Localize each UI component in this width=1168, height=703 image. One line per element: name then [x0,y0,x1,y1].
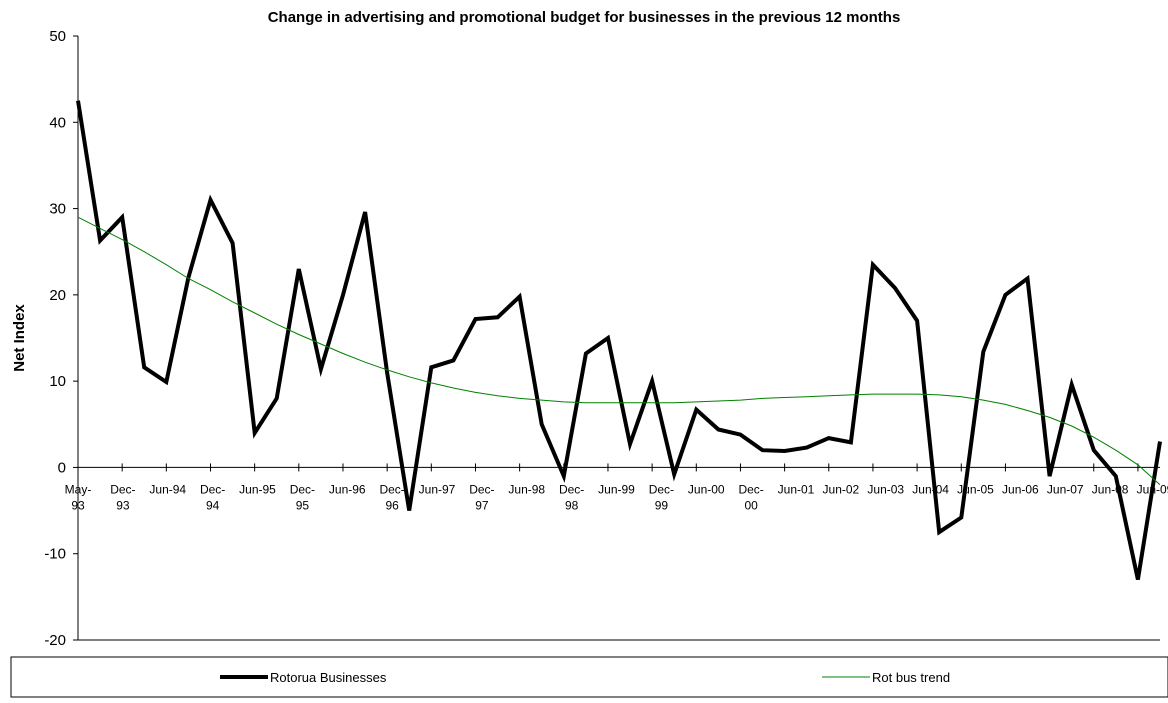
legend: Rotorua Businesses Rot bus trend [10,656,1168,698]
x-tick-label: Dec- [200,482,225,496]
x-tick-label: 96 [385,498,399,512]
x-tick-label: Jun-96 [329,482,366,496]
y-tick-label: 0 [58,459,66,476]
x-tick-labels: May- 93 Dec- 93 Jun-94 Dec- 94 Jun-95 Dec- 95 Jun-… [65,482,1168,512]
y-tick-label: 50 [49,28,66,45]
x-tick-label: May- [65,482,92,496]
x-tick-label: Jun-95 [239,482,276,496]
x-tick-label: Jun-08 [1092,482,1129,496]
x-tick-label: Jun-01 [778,482,815,496]
series-line-rotorua-businesses [76,100,1162,581]
x-tick-label: 93 [71,498,85,512]
x-tick-label: Dec- [649,482,674,496]
x-tick-label: Jun-04 [912,482,949,496]
x-tick-label: Jun-98 [508,482,545,496]
x-tick-label: Jun-99 [598,482,635,496]
x-tick-label: Jun-03 [867,482,904,496]
plot-lines [76,100,1162,581]
y-tick-label: 10 [49,373,66,390]
x-tick-label: Jun-07 [1047,482,1084,496]
x-tick-label: Dec- [379,482,404,496]
x-tick-label: Dec- [559,482,584,496]
x-tick-label: Jun-00 [688,482,725,496]
chart-title: Change in advertising and promotional bu… [268,9,901,26]
legend-box [10,656,1168,698]
x-tick-label: Dec- [738,482,763,496]
y-tick-label: 20 [49,287,66,304]
x-tick-label: Jun-97 [419,482,456,496]
x-tick-label: 95 [296,498,310,512]
y-tick-labels: -20 -10 0 10 20 30 40 50 [44,28,66,649]
x-tick-label: Dec- [469,482,494,496]
x-tick-label: 00 [744,498,758,512]
y-tick-label: -20 [44,632,66,649]
legend-label-rotorua: Rotorua Businesses [270,670,387,685]
x-tick-label: 94 [206,498,220,512]
y-tick-label: -10 [44,546,66,563]
x-tick-label: 93 [116,498,130,512]
x-tick-label: Dec- [110,482,135,496]
axes [73,35,1160,641]
y-tick-label: 30 [49,201,66,218]
y-axis-label: Net Index [11,304,28,372]
x-tick-label: Dec- [290,482,315,496]
x-tick-label: Jun-02 [823,482,860,496]
x-tick-label: Jun-94 [149,482,186,496]
series-line-rot-bus-trend [77,216,1161,486]
x-tick-label: 99 [655,498,669,512]
x-tick-label: 98 [565,498,579,512]
x-tick-label: Jun-06 [1002,482,1039,496]
y-tick-label: 40 [49,114,66,131]
legend-label-trend: Rot bus trend [872,670,950,685]
x-tick-label: 97 [475,498,489,512]
